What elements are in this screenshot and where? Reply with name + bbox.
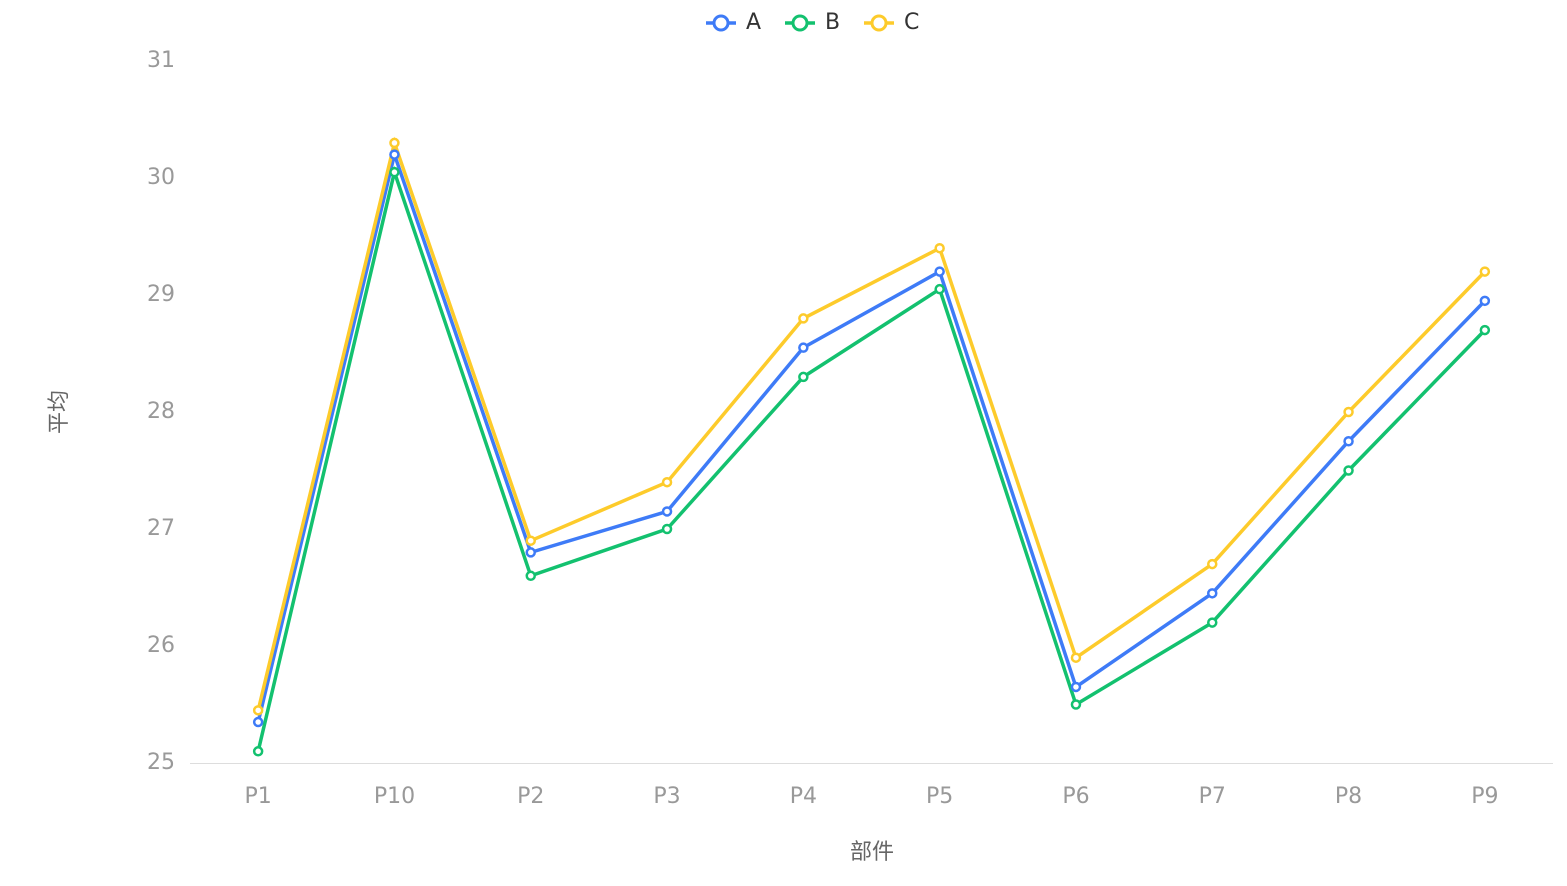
legend-label: B bbox=[825, 10, 840, 35]
x-tick-label: P6 bbox=[1062, 784, 1089, 809]
data-point bbox=[798, 313, 809, 324]
data-point bbox=[1343, 406, 1354, 418]
series-line bbox=[256, 165, 1487, 752]
data-point bbox=[1070, 699, 1082, 710]
y-tick-label: 28 bbox=[147, 399, 175, 424]
x-tick-label: P1 bbox=[245, 784, 272, 809]
x-tick-label: P8 bbox=[1335, 784, 1362, 809]
y-axis-label: 平均 bbox=[47, 390, 72, 434]
data-point bbox=[1343, 436, 1354, 447]
x-tick-label: P9 bbox=[1471, 784, 1498, 809]
data-point bbox=[934, 283, 945, 295]
x-tick-label: P10 bbox=[374, 784, 415, 809]
data-point bbox=[389, 149, 400, 160]
data-point bbox=[1479, 295, 1491, 307]
x-tick-label: P3 bbox=[653, 784, 680, 809]
y-tick-label: 26 bbox=[147, 633, 175, 658]
series-line bbox=[256, 148, 1487, 723]
data-point bbox=[934, 266, 945, 277]
data-point bbox=[525, 547, 536, 558]
data-point bbox=[525, 570, 536, 582]
x-tick-label: P7 bbox=[1199, 784, 1226, 809]
data-point bbox=[1207, 617, 1218, 628]
x-tick-label: P2 bbox=[517, 784, 544, 809]
data-point bbox=[1207, 588, 1218, 599]
data-point bbox=[1479, 324, 1491, 336]
legend-label: A bbox=[746, 10, 761, 35]
y-tick-label: 30 bbox=[147, 165, 175, 190]
series-line bbox=[256, 136, 1487, 711]
data-point bbox=[525, 535, 536, 546]
data-point bbox=[934, 242, 945, 254]
legend-marker bbox=[870, 14, 888, 32]
data-point bbox=[389, 137, 400, 149]
data-point bbox=[661, 476, 673, 488]
data-point bbox=[661, 523, 673, 535]
data-point bbox=[1343, 465, 1354, 476]
y-tick-label: 25 bbox=[147, 750, 175, 775]
data-point bbox=[1070, 652, 1082, 663]
data-point bbox=[1207, 558, 1218, 570]
data-point bbox=[1070, 681, 1082, 693]
data-point bbox=[252, 716, 264, 728]
data-point bbox=[252, 746, 264, 757]
data-point bbox=[798, 371, 809, 383]
legend-marker bbox=[791, 14, 809, 32]
x-tick-label: P5 bbox=[926, 784, 953, 809]
y-tick-label: 29 bbox=[147, 282, 175, 307]
data-point bbox=[661, 506, 673, 517]
data-point bbox=[389, 166, 400, 178]
y-tick-label: 31 bbox=[147, 48, 175, 73]
data-point bbox=[798, 342, 809, 353]
legend-marker bbox=[712, 14, 730, 32]
x-tick-label: P4 bbox=[790, 784, 817, 809]
x-axis-label: 部件 bbox=[850, 840, 894, 865]
data-point bbox=[1479, 266, 1491, 277]
y-tick-label: 27 bbox=[147, 516, 175, 541]
data-point bbox=[252, 705, 264, 716]
legend-label: C bbox=[904, 10, 919, 35]
